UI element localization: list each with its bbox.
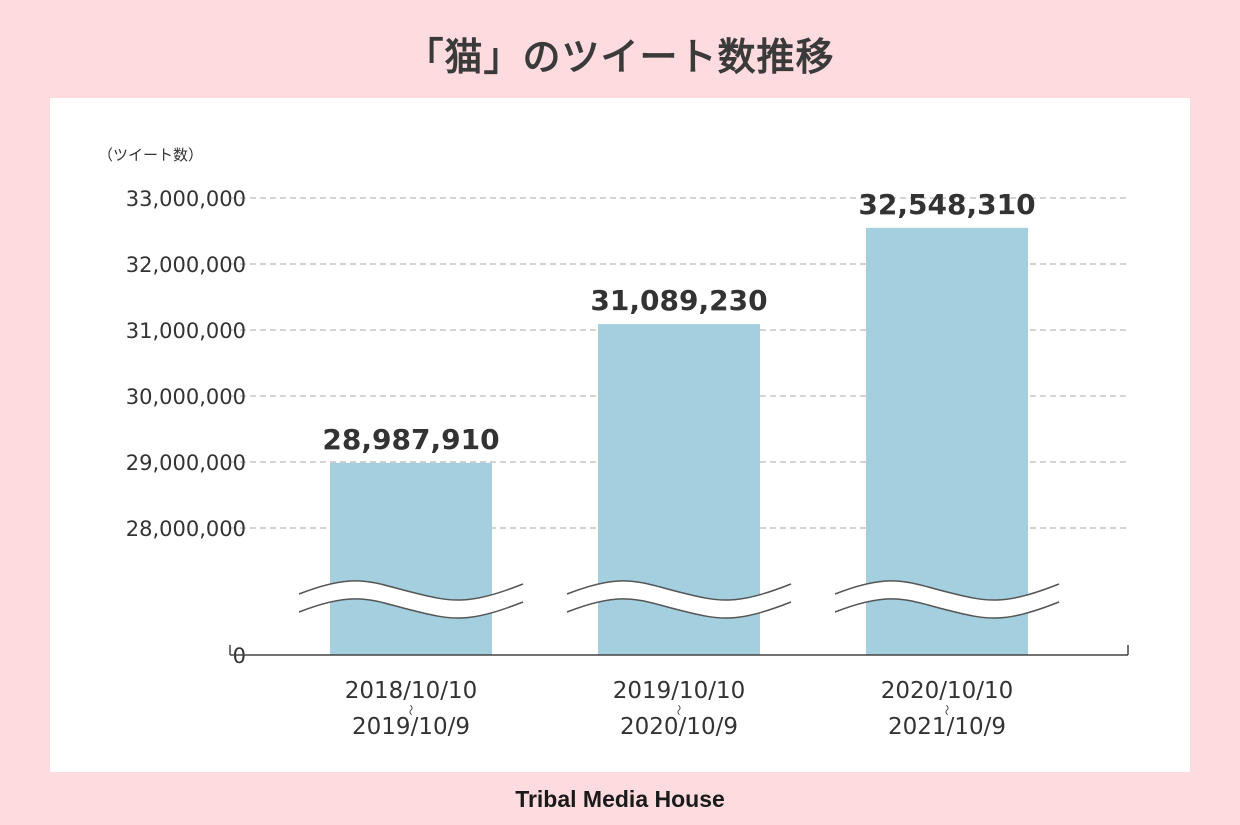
x-tick-label: 2019/10/9 xyxy=(352,714,470,740)
axis-break-line xyxy=(834,580,1060,601)
axis-break-fill xyxy=(835,580,1059,619)
x-tick-separator: ～ xyxy=(940,705,953,716)
x-tick-label: 2020/10/9 xyxy=(620,714,738,740)
x-tick-separator: ～ xyxy=(404,705,417,716)
y-tick-label: 31,000,000 xyxy=(126,319,246,343)
axis-break-line xyxy=(566,598,792,619)
chart-panel: （ツイート数） 0 28,000,000 29,000,000 30,000,000 31… xyxy=(50,98,1190,772)
bar-value-label: 32,548,310 xyxy=(858,188,1035,221)
x-tick-label: 2019/10/10 xyxy=(613,678,746,704)
axis-break-line xyxy=(298,598,524,619)
bar-value-label: 28,987,910 xyxy=(322,423,499,456)
bar-chart: （ツイート数） 0 28,000,000 29,000,000 30,000,000 31… xyxy=(98,146,1129,740)
axis-break-line xyxy=(834,598,1060,619)
chart-title: 「猫」のツイート数推移 xyxy=(405,35,835,79)
brand-logo-text: Tribal Media House xyxy=(515,786,725,812)
y-tick-label: 0 xyxy=(233,644,246,668)
y-tick-label: 28,000,000 xyxy=(126,517,246,541)
axis-break-line xyxy=(566,580,792,601)
axis-break-fill xyxy=(567,580,791,619)
x-tick-separator: ～ xyxy=(672,705,685,716)
y-tick-label: 30,000,000 xyxy=(126,385,246,409)
y-tick-label: 29,000,000 xyxy=(126,451,246,475)
x-tick-label: 2018/10/10 xyxy=(345,678,478,704)
x-tick-label: 2021/10/9 xyxy=(888,714,1006,740)
axis-break-line xyxy=(298,580,524,601)
bar-value-label: 31,089,230 xyxy=(590,284,767,317)
axis-break-fill xyxy=(299,580,523,619)
y-tick-label: 32,000,000 xyxy=(126,253,246,277)
y-tick-label: 33,000,000 xyxy=(126,187,246,211)
y-axis-label: （ツイート数） xyxy=(98,146,203,164)
x-tick-label: 2020/10/10 xyxy=(881,678,1014,704)
bar xyxy=(330,462,492,655)
